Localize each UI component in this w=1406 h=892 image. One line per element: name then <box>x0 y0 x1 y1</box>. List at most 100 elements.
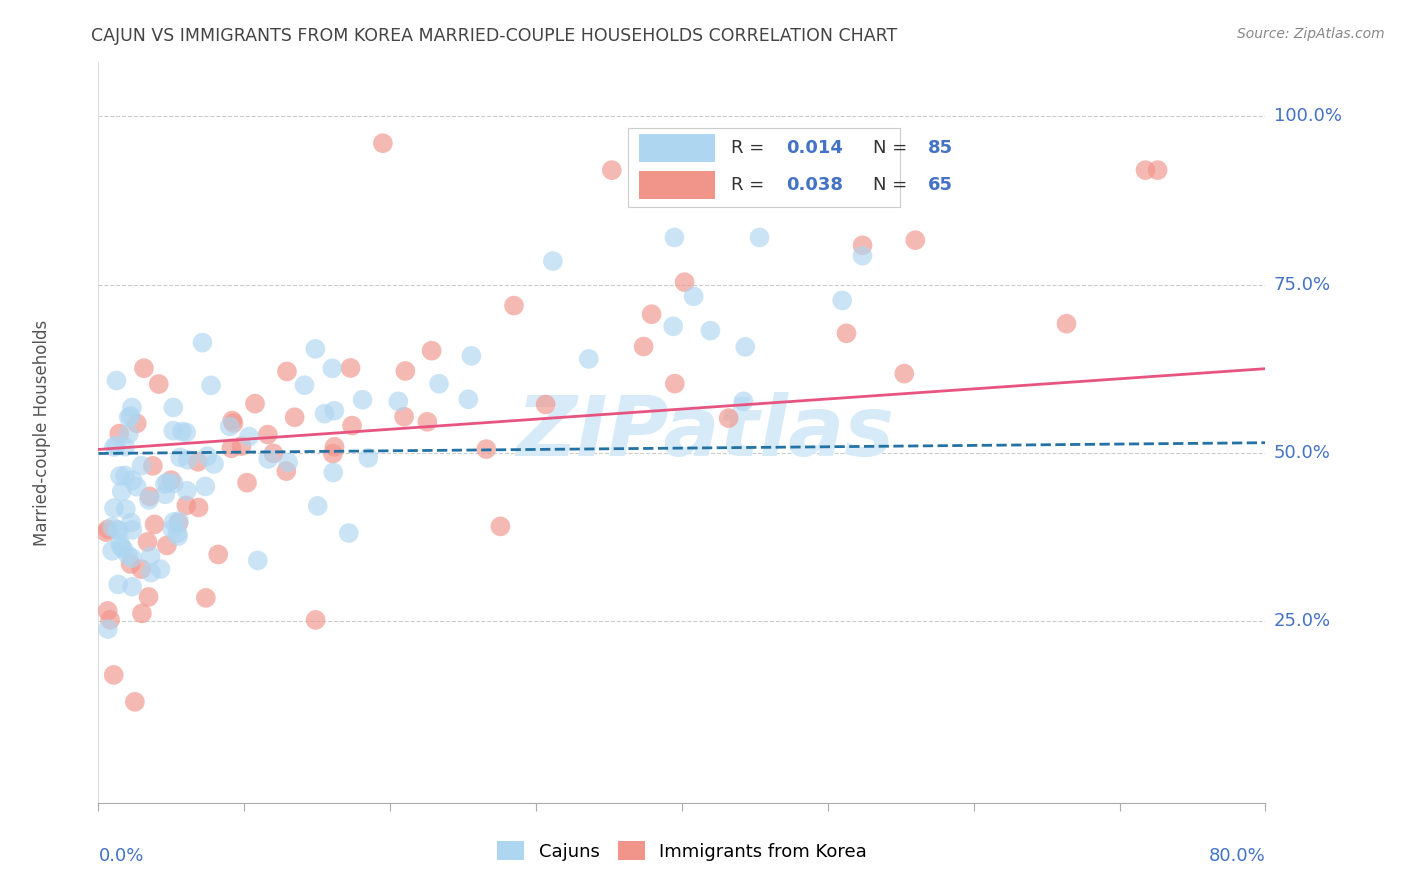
Point <box>194 591 217 605</box>
Point <box>121 401 143 415</box>
Point <box>131 458 153 473</box>
Point <box>138 492 160 507</box>
Point <box>120 516 142 530</box>
Point <box>124 695 146 709</box>
Point <box>699 324 721 338</box>
Point <box>294 378 316 392</box>
Point <box>176 483 198 498</box>
Point <box>200 378 222 392</box>
Point <box>148 377 170 392</box>
Point <box>160 473 183 487</box>
Point <box>207 548 229 562</box>
Point <box>112 541 135 556</box>
Point <box>256 427 278 442</box>
Point <box>98 613 121 627</box>
Point <box>633 339 655 353</box>
Point <box>105 439 128 453</box>
Point <box>475 442 498 456</box>
Point <box>284 410 307 425</box>
Point <box>162 515 184 529</box>
Point <box>277 455 299 469</box>
Point <box>904 233 927 247</box>
Point <box>276 364 298 378</box>
Text: 0.0%: 0.0% <box>98 847 143 865</box>
Text: N =: N = <box>873 139 912 157</box>
Point <box>167 514 190 528</box>
Point <box>114 440 136 454</box>
Point <box>176 499 198 513</box>
Text: 0.014: 0.014 <box>786 139 842 157</box>
Point <box>717 411 740 425</box>
Point <box>118 410 141 425</box>
Point <box>420 343 443 358</box>
Point <box>221 413 243 427</box>
Point <box>640 307 662 321</box>
Point <box>218 419 240 434</box>
Point <box>121 523 143 537</box>
Point <box>371 136 394 151</box>
Point <box>357 450 380 465</box>
Point <box>831 293 853 308</box>
Point <box>304 342 326 356</box>
Point <box>323 403 346 417</box>
Point <box>392 409 415 424</box>
Text: 75.0%: 75.0% <box>1274 276 1331 293</box>
Point <box>246 553 269 567</box>
Point <box>138 590 160 604</box>
Point <box>236 475 259 490</box>
Point <box>163 476 186 491</box>
Point <box>682 289 704 303</box>
Point <box>187 500 209 515</box>
Bar <box>638 134 716 161</box>
Point <box>114 468 136 483</box>
Point <box>101 544 124 558</box>
Point <box>187 455 209 469</box>
Point <box>1135 163 1157 178</box>
Text: 85: 85 <box>928 139 953 157</box>
Point <box>132 361 155 376</box>
Point <box>131 607 153 621</box>
Point <box>107 523 129 537</box>
Point <box>322 466 344 480</box>
Point <box>307 499 329 513</box>
Text: Married-couple Households: Married-couple Households <box>34 319 52 546</box>
Point <box>121 473 143 487</box>
Point <box>103 668 125 682</box>
Text: R =: R = <box>731 139 770 157</box>
Point <box>136 535 159 549</box>
Point <box>143 517 166 532</box>
Point <box>169 450 191 465</box>
Point <box>121 580 143 594</box>
Legend: Cajuns, Immigrants from Korea: Cajuns, Immigrants from Korea <box>489 834 875 868</box>
Point <box>664 376 686 391</box>
Point <box>221 442 243 456</box>
Point <box>457 392 479 407</box>
Point <box>195 449 218 463</box>
Text: 25.0%: 25.0% <box>1274 612 1331 630</box>
Point <box>641 186 664 200</box>
Point <box>460 349 482 363</box>
Point <box>107 577 129 591</box>
Point <box>202 457 225 471</box>
Point <box>139 549 162 564</box>
Point <box>97 604 120 618</box>
Point <box>835 326 858 341</box>
Point <box>541 254 564 268</box>
Point <box>138 490 160 504</box>
Point <box>166 526 188 541</box>
Point <box>153 477 176 491</box>
Point <box>337 526 360 541</box>
Point <box>118 426 141 441</box>
Point <box>673 275 696 289</box>
Point <box>664 230 686 244</box>
Point <box>156 475 179 490</box>
Point <box>101 520 124 534</box>
Point <box>96 525 118 540</box>
Point <box>120 557 142 571</box>
Point <box>578 351 600 366</box>
Point <box>114 502 136 516</box>
Text: R =: R = <box>731 177 770 194</box>
Point <box>176 452 198 467</box>
Point <box>110 540 132 554</box>
Point <box>162 522 184 536</box>
